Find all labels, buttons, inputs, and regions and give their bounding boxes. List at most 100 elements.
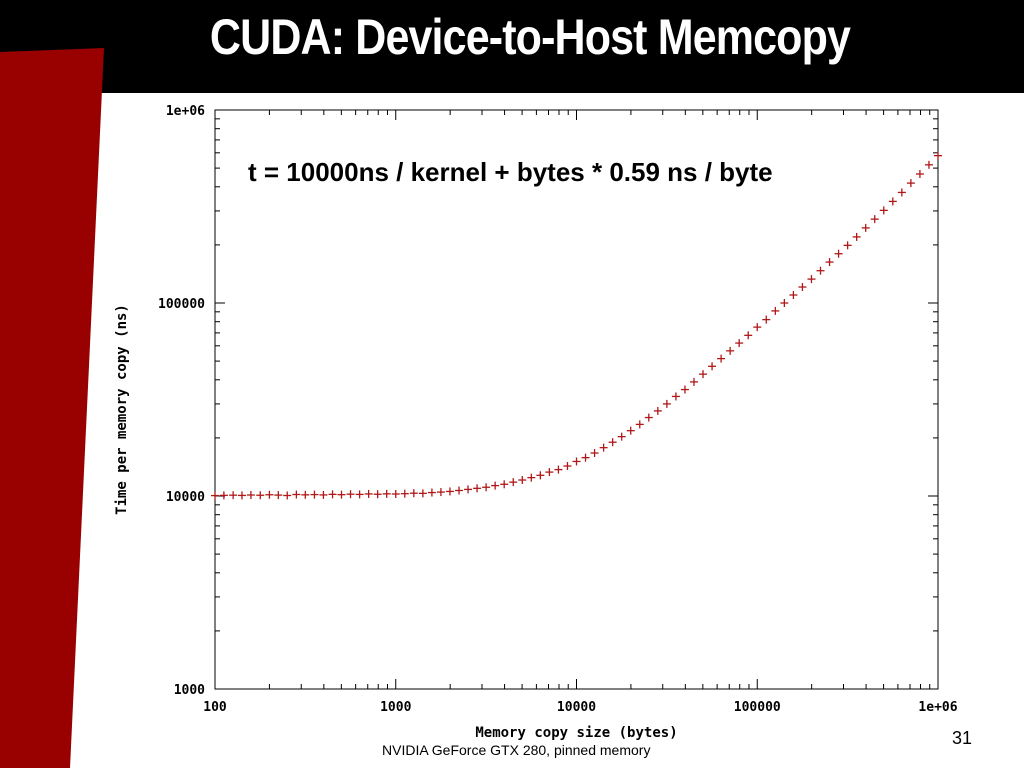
y-tick-label: 100000 [158, 297, 205, 312]
data-point [934, 151, 942, 160]
data-point [246, 491, 255, 500]
data-point [726, 346, 735, 355]
data-point [717, 354, 726, 363]
data-point [626, 426, 635, 435]
data-point [924, 160, 933, 169]
data-point [617, 432, 626, 441]
data-point [391, 490, 400, 499]
red-accent-bar [0, 48, 104, 768]
data-point [879, 206, 888, 215]
data-point [572, 457, 581, 466]
data-point [834, 249, 843, 258]
data-point [662, 399, 671, 408]
slide-title: CUDA: Device-to-Host Memcopy [209, 9, 851, 65]
data-point [219, 491, 228, 500]
plot-frame [214, 109, 939, 690]
data-point [355, 490, 364, 499]
data-point [310, 490, 319, 499]
data-point [527, 473, 536, 482]
data-point [699, 370, 708, 379]
x-tick-label: 10000 [557, 700, 596, 715]
data-point [554, 465, 563, 474]
y-tick-label: 1000 [174, 683, 205, 698]
data-point [635, 420, 644, 429]
data-point [211, 491, 219, 500]
data-point [680, 385, 689, 394]
data-point [753, 323, 762, 332]
slide-number: 31 [952, 728, 973, 748]
data-point [708, 362, 717, 371]
data-point [671, 392, 680, 401]
data-point [455, 486, 464, 495]
data-point [436, 488, 445, 497]
data-point [283, 491, 292, 500]
data-point [364, 489, 373, 498]
data-point [870, 215, 879, 224]
data-point [500, 480, 509, 489]
data-point [473, 484, 482, 493]
data-point [689, 377, 698, 386]
data-point [780, 299, 789, 307]
data-point [301, 490, 310, 499]
data-point [427, 488, 436, 497]
data-point [373, 490, 382, 499]
data-point [653, 406, 662, 415]
data-point [590, 449, 599, 458]
y-axis-label: Time per memory copy (ns) [114, 304, 130, 515]
data-point [771, 306, 780, 315]
data-point [906, 179, 915, 188]
data-point [445, 487, 454, 496]
x-tick-label: 1000 [380, 700, 411, 715]
data-point [482, 483, 491, 492]
x-tick-label: 100000 [734, 700, 781, 715]
data-point [346, 490, 355, 499]
data-point [807, 275, 816, 284]
data-point [382, 489, 391, 498]
data-point [509, 478, 518, 487]
y-tick-label: 1e+06 [166, 104, 205, 119]
data-point [237, 491, 246, 500]
data-point [536, 471, 545, 480]
data-point [861, 223, 870, 232]
data-point [518, 476, 527, 485]
data-point [762, 315, 771, 324]
data-point [418, 489, 427, 498]
data-point [545, 468, 554, 477]
title-bar [0, 0, 1024, 93]
data-point [274, 491, 283, 500]
data-point [915, 170, 924, 179]
slide-caption: NVIDIA GeForce GTX 280, pinned memory [382, 742, 651, 758]
data-point [789, 291, 798, 300]
data-point [256, 491, 265, 500]
x-tick-label: 1e+06 [918, 700, 957, 715]
data-point [816, 266, 825, 275]
data-point [337, 490, 346, 499]
data-point [798, 283, 807, 292]
data-point [644, 413, 653, 422]
data-point [563, 462, 572, 471]
data-point [328, 490, 337, 499]
fit-annotation: t = 10000ns / kernel + bytes * 0.59 ns /… [248, 157, 773, 187]
data-point [265, 490, 274, 499]
y-tick-label: 10000 [166, 490, 205, 505]
data-point [843, 241, 852, 250]
data-point [825, 258, 834, 267]
data-point [608, 438, 617, 447]
data-point [852, 232, 861, 241]
data-point [599, 443, 608, 452]
data-point [292, 490, 301, 499]
data-point [581, 453, 590, 462]
data-point [409, 489, 418, 498]
data-point [735, 339, 744, 348]
data-point [744, 331, 753, 340]
data-point [319, 490, 328, 499]
x-tick-label: 100 [203, 700, 227, 715]
data-point [400, 489, 409, 498]
data-point [491, 481, 500, 490]
data-point [888, 197, 897, 206]
x-axis-label: Memory copy size (bytes) [475, 725, 677, 741]
data-point [897, 188, 906, 197]
data-point [464, 485, 473, 494]
data-point [229, 491, 238, 500]
